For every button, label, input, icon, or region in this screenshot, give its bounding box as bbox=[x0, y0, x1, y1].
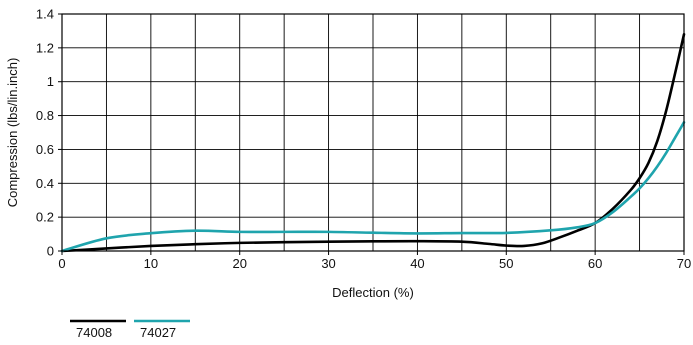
grid bbox=[62, 14, 684, 251]
x-tick-label: 10 bbox=[144, 256, 158, 271]
y-tick-label: 0.4 bbox=[36, 176, 54, 191]
y-tick-label: 1.4 bbox=[36, 7, 54, 22]
x-tick-label: 30 bbox=[321, 256, 335, 271]
y-tick-label: 1.2 bbox=[36, 40, 54, 55]
y-tick-labels: 0 0.2 0.4 0.6 0.8 1 1.2 1.4 bbox=[36, 7, 62, 259]
y-axis-label: Compression (lbs/lin.inch) bbox=[5, 58, 20, 208]
legend-label-74008: 74008 bbox=[76, 325, 112, 340]
y-tick-label: 0.2 bbox=[36, 210, 54, 225]
y-tick-label: 0 bbox=[47, 244, 54, 259]
x-tick-label: 70 bbox=[677, 256, 691, 271]
x-tick-label: 40 bbox=[410, 256, 424, 271]
legend-label-74027: 74027 bbox=[140, 325, 176, 340]
y-tick-label: 0.6 bbox=[36, 142, 54, 157]
series-line-74008 bbox=[60, 33, 686, 253]
x-tick-label: 50 bbox=[499, 256, 513, 271]
x-tick-label: 0 bbox=[58, 256, 65, 271]
x-tick-labels: 0 10 20 30 40 50 60 70 bbox=[58, 251, 691, 271]
x-tick-label: 60 bbox=[588, 256, 602, 271]
x-tick-label: 20 bbox=[232, 256, 246, 271]
plot-frame bbox=[61, 13, 685, 252]
series-lines bbox=[60, 33, 686, 253]
x-axis-label: Deflection (%) bbox=[332, 285, 414, 300]
series-line-74027 bbox=[60, 121, 686, 253]
y-tick-label: 1 bbox=[47, 74, 54, 89]
legend: 74008 74027 bbox=[70, 319, 190, 340]
y-tick-label: 0.8 bbox=[36, 108, 54, 123]
